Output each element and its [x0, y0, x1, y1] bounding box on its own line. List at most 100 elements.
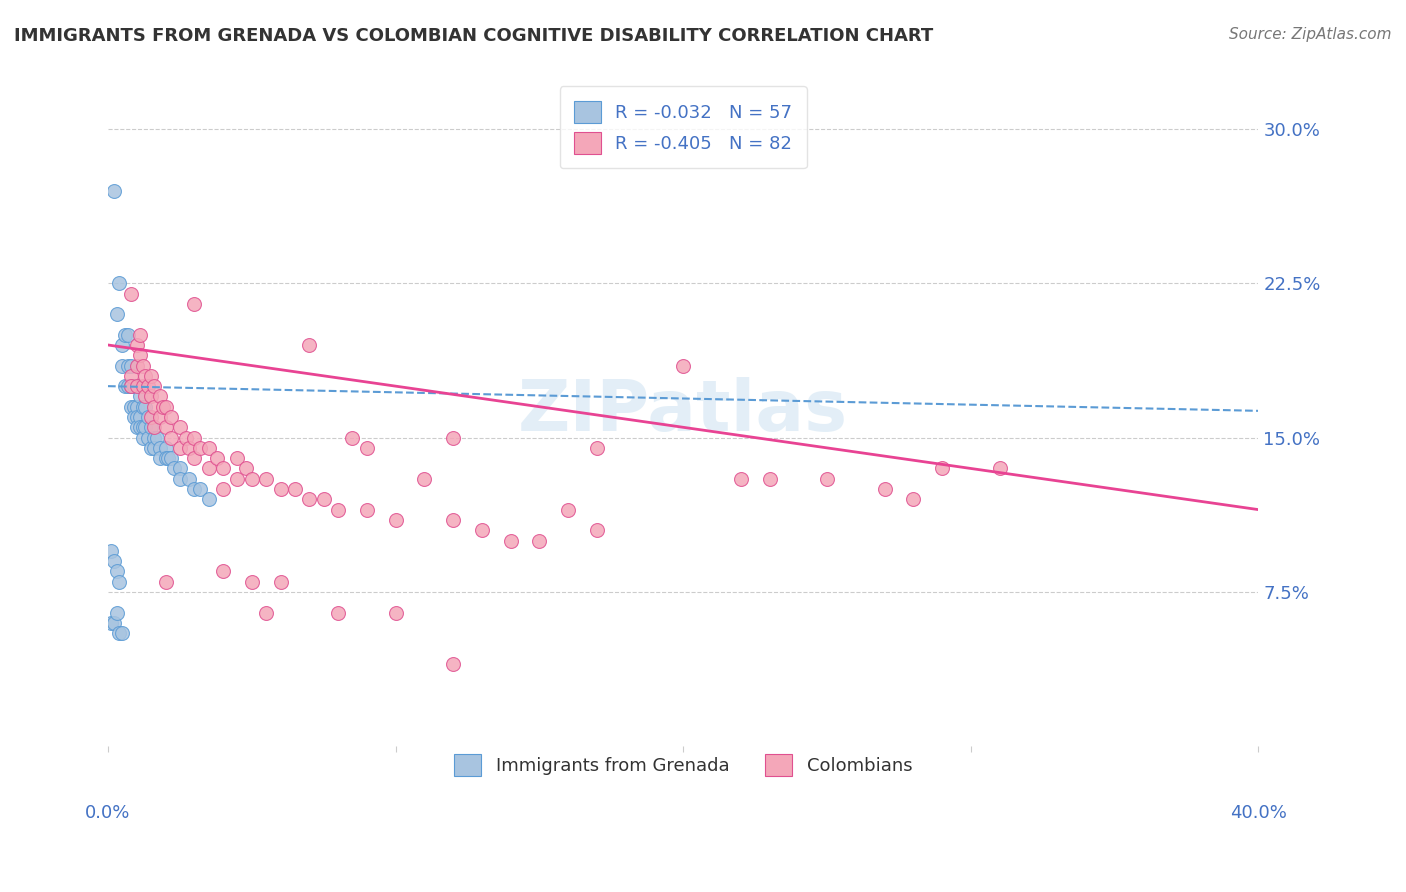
Point [108, 626, 131, 640]
Point [139, 420, 162, 434]
Point [100, 543, 122, 558]
Point [988, 461, 1011, 475]
Point [103, 615, 125, 630]
Point [117, 379, 139, 393]
Point [326, 502, 349, 516]
Point [131, 379, 153, 393]
Point [136, 379, 159, 393]
Text: 0.0%: 0.0% [86, 804, 131, 822]
Point [125, 359, 148, 373]
Point [174, 431, 197, 445]
Point [212, 461, 235, 475]
Point [139, 410, 162, 425]
Point [207, 451, 229, 466]
Point [149, 410, 172, 425]
Point [155, 400, 177, 414]
Point [188, 441, 211, 455]
Point [169, 461, 191, 475]
Point [235, 461, 257, 475]
Point [136, 410, 159, 425]
Point [160, 431, 183, 445]
Point [125, 379, 148, 393]
Point [384, 606, 406, 620]
Point [298, 338, 321, 352]
Point [111, 338, 134, 352]
Point [128, 410, 150, 425]
Point [128, 348, 150, 362]
Point [139, 389, 162, 403]
Point [529, 533, 551, 548]
Point [188, 482, 211, 496]
Point [134, 389, 156, 403]
Point [128, 389, 150, 403]
Point [270, 482, 292, 496]
Point [125, 410, 148, 425]
Point [139, 368, 162, 383]
Point [134, 400, 156, 414]
Point [183, 431, 205, 445]
Legend: Immigrants from Grenada, Colombians: Immigrants from Grenada, Colombians [440, 739, 927, 791]
Point [240, 472, 263, 486]
Point [105, 606, 128, 620]
Point [298, 492, 321, 507]
Point [384, 513, 406, 527]
Point [197, 492, 219, 507]
Point [326, 606, 349, 620]
Point [212, 482, 235, 496]
Point [149, 389, 172, 403]
Text: IMMIGRANTS FROM GRENADA VS COLOMBIAN COGNITIVE DISABILITY CORRELATION CHART: IMMIGRANTS FROM GRENADA VS COLOMBIAN COG… [14, 27, 934, 45]
Point [143, 431, 166, 445]
Point [586, 523, 609, 537]
Point [136, 431, 159, 445]
Point [499, 533, 522, 548]
Point [163, 461, 186, 475]
Point [100, 615, 122, 630]
Point [125, 400, 148, 414]
Point [111, 359, 134, 373]
Point [155, 420, 177, 434]
Point [131, 431, 153, 445]
Point [143, 400, 166, 414]
Point [149, 451, 172, 466]
Point [131, 400, 153, 414]
Point [131, 359, 153, 373]
Point [117, 327, 139, 342]
Point [441, 513, 464, 527]
Point [226, 451, 249, 466]
Text: Source: ZipAtlas.com: Source: ZipAtlas.com [1229, 27, 1392, 42]
Point [125, 338, 148, 352]
Point [143, 441, 166, 455]
Point [103, 554, 125, 568]
Point [117, 359, 139, 373]
Point [122, 410, 145, 425]
Point [114, 327, 136, 342]
Point [105, 565, 128, 579]
Point [212, 565, 235, 579]
Point [155, 451, 177, 466]
Point [815, 472, 838, 486]
Point [125, 420, 148, 434]
Point [103, 184, 125, 198]
Point [146, 431, 169, 445]
Point [143, 379, 166, 393]
Point [120, 379, 142, 393]
Point [183, 482, 205, 496]
Point [134, 420, 156, 434]
Point [120, 400, 142, 414]
Point [157, 451, 180, 466]
Text: 40.0%: 40.0% [1230, 804, 1286, 822]
Point [197, 441, 219, 455]
Point [111, 626, 134, 640]
Point [169, 420, 191, 434]
Point [441, 657, 464, 671]
Point [197, 461, 219, 475]
Point [356, 502, 378, 516]
Point [122, 379, 145, 393]
Point [122, 400, 145, 414]
Point [873, 482, 896, 496]
Point [240, 574, 263, 589]
Point [226, 472, 249, 486]
Point [441, 431, 464, 445]
Point [586, 441, 609, 455]
Point [131, 420, 153, 434]
